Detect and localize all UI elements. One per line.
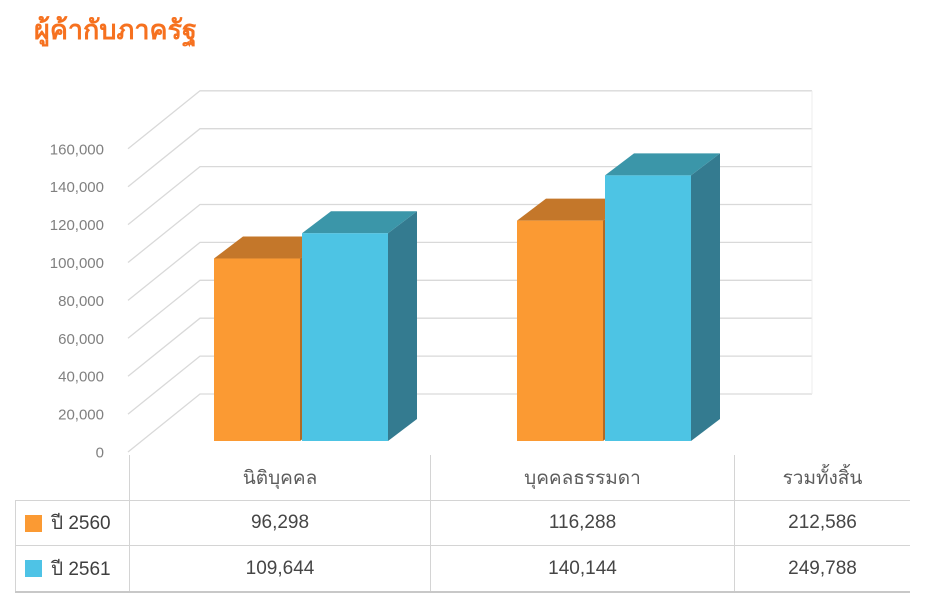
y-axis-tick-label: 60,000 (58, 331, 104, 348)
legend-swatch-year-2560 (25, 514, 42, 532)
bar-series2-category1[interactable] (302, 211, 417, 441)
gridline (127, 128, 812, 188)
data-table: นิติบุคคล บุคคลธรรมดา รวมทั้งสิ้น ปี 256… (15, 455, 910, 593)
table-cell-2560-bukkhontammada: 116,288 (430, 500, 734, 545)
table-cell-2560-nitibukkhon: 96,298 (129, 500, 430, 545)
legend-item-year-2560: ปี 2560 (15, 500, 129, 545)
gridline (127, 90, 812, 150)
table-cell-2561-nitibukkhon: 109,644 (129, 545, 430, 591)
y-axis-tick-label: 0 (96, 445, 104, 461)
bar-chart-3d: 0 20,000 40,000 60,000 80,000 100,000 120,000 1… (50, 90, 813, 461)
bar-series2-category2[interactable] (605, 153, 720, 441)
chart-title: ผู้ค้ากับภาครัฐ (34, 15, 197, 45)
table-corner-cell (15, 455, 129, 500)
column-header-bukkhontammada: บุคคลธรรมดา (430, 455, 734, 500)
table-cell-2561-total: 249,788 (734, 545, 910, 591)
column-header-total: รวมทั้งสิ้น (734, 455, 910, 500)
y-axis-tick-label: 40,000 (58, 369, 104, 386)
legend-label-year-2561: ปี 2561 (51, 558, 111, 580)
table-cell-2560-total: 212,586 (734, 500, 910, 545)
legend-label-year-2560: ปี 2560 (51, 513, 111, 534)
legend-item-year-2561: ปี 2561 (15, 545, 129, 591)
y-axis-tick-label: 20,000 (58, 407, 104, 424)
gridline (127, 165, 812, 226)
column-header-nitibukkhon: นิติบุคคล (129, 455, 430, 500)
y-axis-tick-label: 100,000 (50, 255, 104, 272)
y-axis-tick-label: 80,000 (58, 293, 104, 310)
y-axis-tick-label: 140,000 (50, 179, 104, 196)
table-cell-2561-bukkhontammada: 140,144 (430, 545, 734, 591)
legend-swatch-year-2561 (25, 560, 42, 577)
y-axis-tick-label: 160,000 (50, 141, 104, 158)
y-axis-tick-label: 120,000 (50, 217, 104, 234)
